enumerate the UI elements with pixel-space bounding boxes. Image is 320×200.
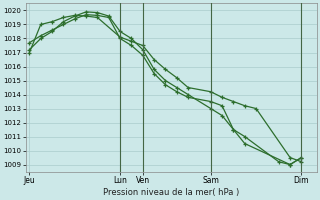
- X-axis label: Pression niveau de la mer( hPa ): Pression niveau de la mer( hPa ): [103, 188, 239, 197]
